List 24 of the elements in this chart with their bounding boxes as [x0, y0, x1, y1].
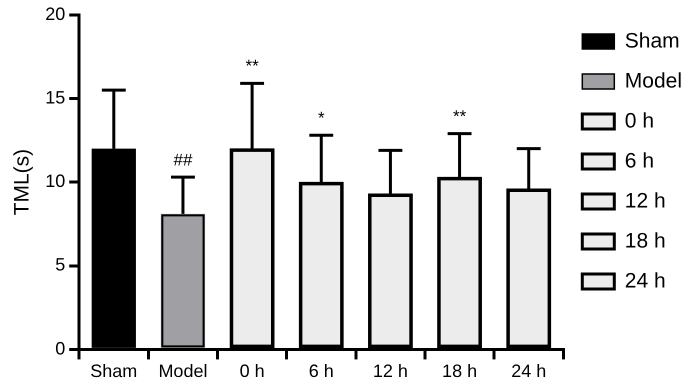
- legend-label: Sham: [624, 29, 680, 52]
- legend-label: 24 h: [624, 269, 666, 292]
- x-tick-label: 6 h: [308, 361, 334, 382]
- legend-label: 12 h: [624, 189, 666, 212]
- annotation: *: [318, 108, 325, 128]
- x-tick-label: Model: [158, 361, 208, 382]
- x-tick-label: 12 h: [372, 361, 408, 382]
- x-tick-label: 18 h: [442, 361, 478, 382]
- y-tick-label: 10: [45, 171, 66, 192]
- x-tick-label: 0 h: [240, 361, 265, 382]
- annotation: ##: [173, 150, 193, 170]
- legend-label: 18 h: [624, 229, 666, 252]
- legend-label: 6 h: [624, 149, 654, 172]
- x-tick-label: Sham: [90, 361, 138, 382]
- x-tick-label: 24 h: [511, 361, 546, 382]
- y-axis-title: TML(s): [10, 148, 34, 216]
- y-tick-label: 20: [45, 4, 66, 24]
- annotation: **: [245, 56, 260, 76]
- legend-label: Model: [624, 69, 682, 92]
- y-tick-label: 0: [55, 338, 66, 358]
- y-tick-label: 15: [45, 87, 66, 108]
- legend-label: 0 h: [624, 109, 654, 132]
- y-tick-label: 5: [55, 254, 66, 275]
- annotation: **: [452, 106, 467, 126]
